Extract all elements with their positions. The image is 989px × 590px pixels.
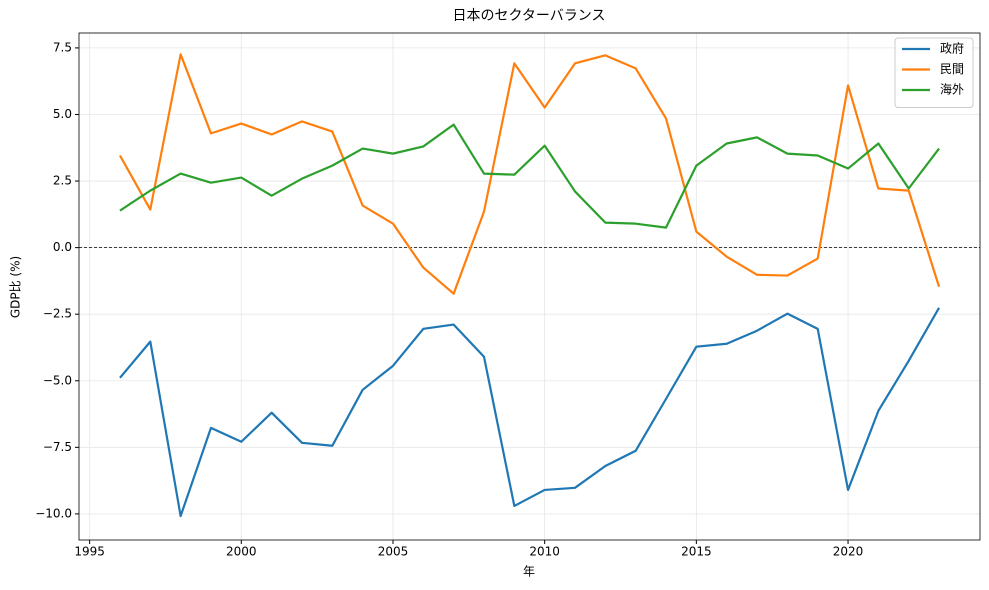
y-axis-label: GDP比 (%) — [9, 256, 23, 318]
x-tick-label: 2000 — [226, 545, 257, 559]
y-tick-label: −10.0 — [35, 506, 72, 520]
y-tick-label: 2.5 — [53, 174, 72, 188]
x-tick-label: 2020 — [833, 545, 864, 559]
axes-frame — [78, 32, 981, 541]
series-line — [119, 123, 940, 229]
legend-label: 政府 — [940, 41, 964, 56]
series-line — [118, 53, 941, 295]
x-tick-label: 1995 — [74, 545, 105, 559]
x-tick-label: 2010 — [529, 545, 560, 559]
y-tick-label: 5.0 — [53, 107, 72, 121]
legend-label: 海外 — [940, 82, 964, 97]
chart-title: 日本のセクターバランス — [452, 8, 605, 24]
y-tick-label: −5.0 — [43, 373, 72, 387]
y-tick-label: 0.0 — [53, 240, 72, 254]
y-tick-label: −7.5 — [43, 440, 72, 454]
legend-label: 民間 — [940, 62, 964, 76]
y-tick-label: −2.5 — [43, 307, 72, 321]
y-tick-label: 7.5 — [53, 40, 72, 54]
x-tick-label: 2005 — [378, 545, 409, 559]
x-axis-label: 年 — [523, 565, 535, 579]
series-line — [119, 307, 940, 518]
x-tick-label: 2015 — [681, 545, 712, 559]
